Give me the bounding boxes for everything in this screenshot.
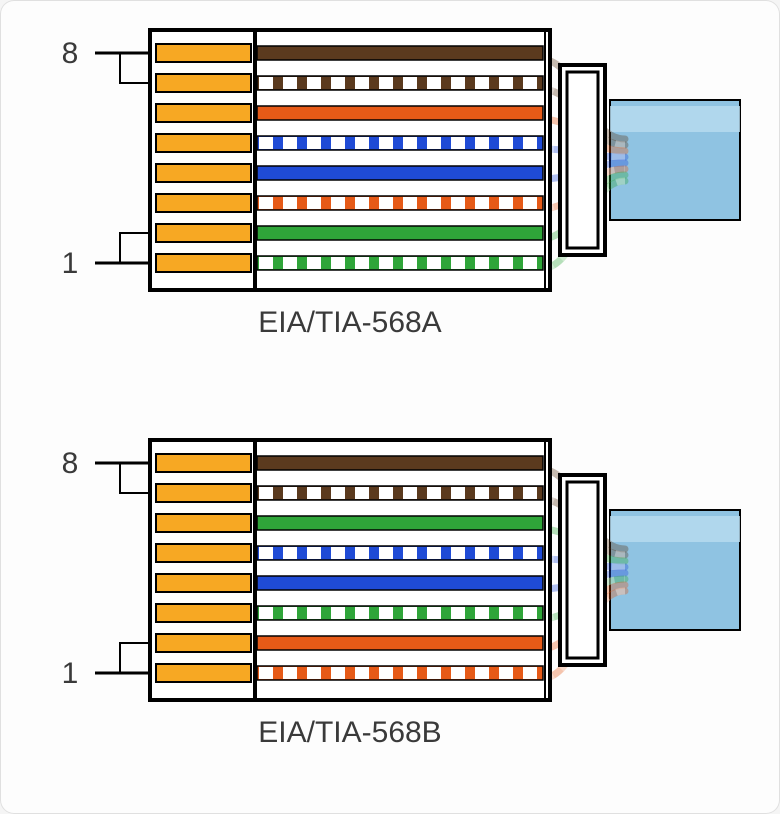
diagram-svg: 8 1 EIA/TIA-568A 8 1 EIA/TIA-568B (0, 0, 780, 814)
standard-title-b: EIA/TIA-568B (258, 716, 441, 749)
pin-label-8: 8 (62, 37, 79, 70)
wiring-diagram-canvas: 8 1 EIA/TIA-568A 8 1 EIA/TIA-568B (0, 0, 780, 814)
pin-label-1: 1 (62, 247, 79, 280)
pin-label-8: 8 (62, 447, 79, 480)
standard-title-a: EIA/TIA-568A (258, 306, 441, 339)
pin-label-1: 1 (62, 657, 79, 690)
